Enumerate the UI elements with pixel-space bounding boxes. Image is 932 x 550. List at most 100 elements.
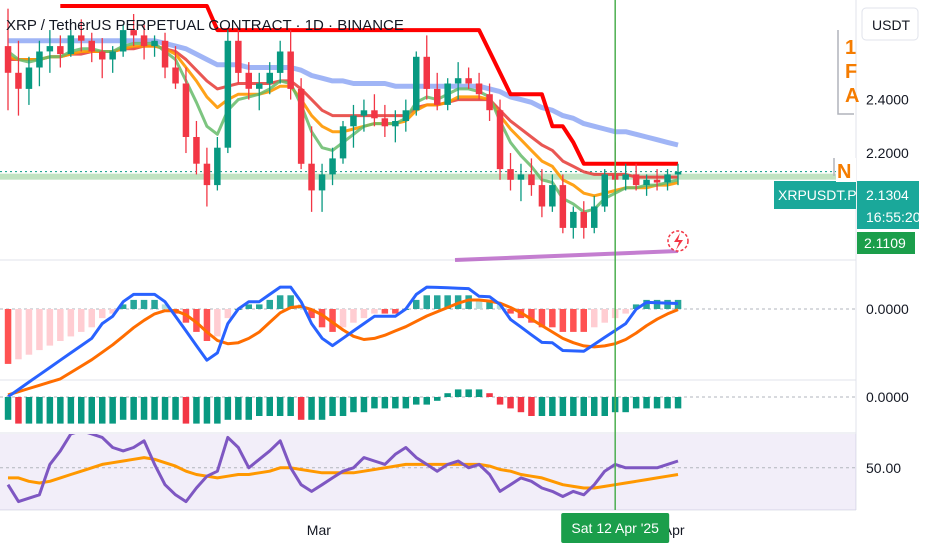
candle-body	[318, 174, 326, 191]
macd-histogram-bar	[381, 309, 389, 314]
macd-histogram-bar	[140, 299, 148, 309]
hist-bar	[329, 397, 336, 416]
hist-bar	[559, 397, 567, 416]
candle-body	[454, 78, 462, 84]
candle-body	[15, 72, 22, 89]
candle-body	[591, 206, 598, 228]
macd-histogram-bar	[632, 304, 640, 309]
macd-histogram-bar	[392, 309, 399, 314]
histogram-pane	[0, 389, 856, 424]
candle-body	[381, 118, 389, 127]
hist-bar	[402, 397, 410, 409]
macd-histogram-bar	[580, 309, 587, 332]
hist-bar	[350, 397, 357, 413]
candle-body	[109, 51, 116, 60]
hist-bar	[172, 397, 179, 420]
hist-bar	[475, 389, 483, 397]
hist-bar	[653, 397, 661, 409]
candle-body	[308, 163, 315, 191]
macd-histogram-bar	[486, 299, 493, 309]
macd-histogram-bar	[601, 309, 608, 323]
macd-histogram-bar	[318, 309, 326, 328]
macd-histogram-bar	[287, 295, 294, 309]
candle-body	[151, 40, 158, 47]
hist-bar	[119, 397, 127, 420]
candle-body	[25, 67, 33, 89]
rsi-band	[0, 434, 856, 510]
macd-histogram-bar	[559, 309, 567, 332]
macd-histogram-bar	[622, 309, 629, 314]
hist-bar	[193, 397, 200, 424]
candle-body	[444, 83, 451, 105]
macd-histogram-bar	[276, 295, 284, 309]
candle-body	[350, 115, 357, 127]
candle-body	[496, 110, 504, 170]
hist-bar	[538, 397, 546, 416]
grid	[0, 0, 857, 511]
second-price-tag	[857, 232, 915, 254]
hist-bar	[486, 393, 493, 397]
side-box-border	[837, 30, 854, 115]
macd-histogram-bar	[413, 299, 420, 309]
price-scale-label: 2.2000	[866, 145, 909, 161]
macd-histogram-bar	[475, 299, 483, 309]
candle-body	[528, 174, 535, 186]
side-letter: F	[845, 61, 857, 83]
currency-button	[861, 7, 919, 41]
candle-body	[287, 51, 294, 89]
macd-histogram-bar	[99, 309, 106, 319]
hist-bar	[88, 397, 95, 424]
macd-histogram-bar	[653, 299, 661, 309]
candle-body	[486, 94, 493, 111]
candle-body	[224, 40, 232, 148]
hist-bar	[266, 397, 273, 416]
macd-histogram-bar	[444, 295, 451, 309]
hist-bar	[46, 397, 54, 424]
macd-histogram-bar	[119, 304, 127, 309]
hist-bar	[517, 397, 525, 413]
candle-body	[78, 35, 85, 41]
rsi-line	[6, 434, 679, 504]
macd-histogram-bar	[46, 309, 54, 346]
candle-body	[57, 46, 64, 55]
macd-histogram-bar	[465, 295, 472, 309]
symbol-tag	[774, 181, 856, 209]
candle-body	[475, 83, 483, 95]
hist-bar	[256, 397, 263, 416]
hist-bar	[622, 397, 629, 413]
macd-histogram-bar	[78, 309, 85, 332]
price-pane	[0, 4, 856, 262]
hist-bar	[57, 397, 64, 424]
macd-histogram-bar	[538, 309, 546, 328]
price-scale-label: 2.4000	[866, 92, 909, 108]
candle-body	[570, 211, 577, 228]
hist-bar	[601, 397, 608, 416]
hist-bar	[381, 397, 389, 409]
macd-histogram-bar	[674, 299, 682, 309]
hist-bar	[371, 397, 378, 409]
hist-bar	[454, 389, 462, 397]
macd-histogram-bar	[88, 309, 95, 328]
trailing-stop-line	[60, 4, 678, 166]
candle-body	[653, 179, 661, 183]
hist-bar	[235, 397, 242, 420]
hist-bar	[643, 397, 650, 409]
macd-histogram-bar	[350, 309, 357, 323]
macd-histogram-bar	[151, 299, 158, 309]
hist-bar	[15, 397, 22, 424]
hist-bar	[496, 397, 504, 405]
candle-body	[413, 56, 420, 111]
macd-histogram-bar	[109, 309, 116, 314]
side-letter: A	[845, 85, 859, 107]
candle-body	[182, 83, 190, 137]
macd-histogram-bar	[643, 299, 650, 309]
last-price-text: 2.1304	[866, 187, 909, 203]
hist-bar	[276, 397, 284, 416]
macd-histogram-bar	[15, 309, 22, 360]
macd-histogram-bar	[25, 309, 33, 355]
candle-body	[172, 67, 179, 84]
price-scale-label: 50.00	[866, 460, 901, 476]
rsi-pane	[0, 434, 856, 510]
macd-histogram-bar	[193, 309, 200, 332]
hist-bar	[507, 397, 514, 409]
